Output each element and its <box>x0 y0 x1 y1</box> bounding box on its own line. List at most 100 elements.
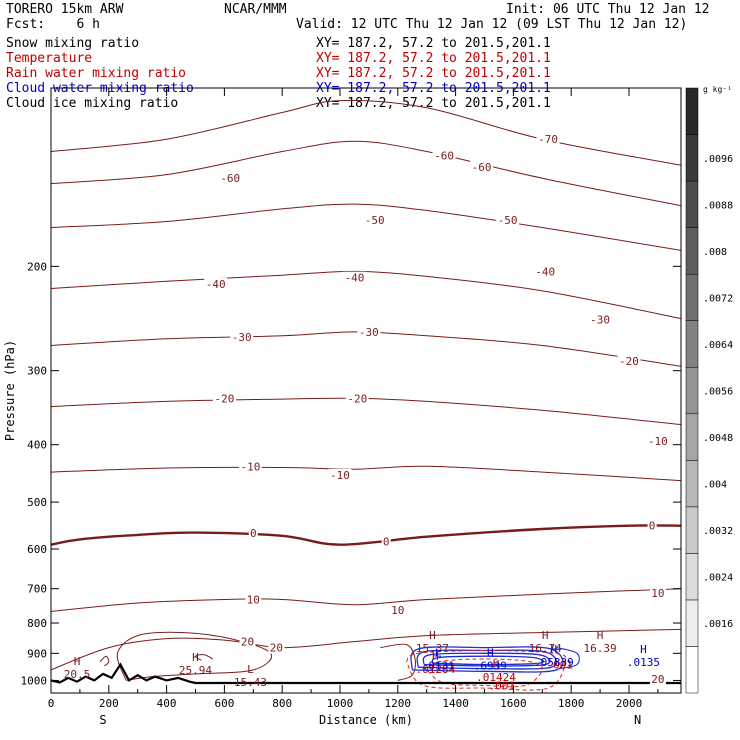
org-label: NCAR/MMM <box>224 2 287 17</box>
cloud-water-contour <box>431 655 545 666</box>
contour-label-bg <box>389 603 406 616</box>
temperature-contour <box>50 203 682 251</box>
contour-label: 10 <box>651 587 664 600</box>
contour-label-bg <box>342 271 366 284</box>
contour-label-bg <box>212 392 236 405</box>
colorbar-segment <box>685 506 699 554</box>
colorbar-segment <box>685 553 699 601</box>
cloud-water-contour <box>416 649 558 670</box>
y-axis-title: Pressure (hPa) <box>3 340 17 441</box>
contour-label-bg <box>245 593 262 606</box>
contour-label-bg <box>588 313 612 326</box>
field-xy-rain: XY= 187.2, 57.2 to 201.5,201.1 <box>316 66 551 81</box>
contour-label: -30 <box>359 326 379 339</box>
contour-label-bg <box>647 519 657 532</box>
contour-label: -30 <box>590 314 610 327</box>
x-tick-label: 1800 <box>558 697 585 710</box>
contour-label: 20 <box>270 642 283 655</box>
extremum-marker: H <box>429 629 436 642</box>
extremum-value: .0135 <box>627 656 660 669</box>
colorbar-tick-label: .0056 <box>703 387 733 398</box>
contour-label-bg <box>649 673 666 686</box>
y-tick-label: 900 <box>27 647 47 660</box>
init-time: Init: 06 UTC Thu 12 Jan 12 <box>506 2 710 17</box>
x-tick-label: 1200 <box>385 697 412 710</box>
x-tick-label: 2000 <box>616 697 643 710</box>
field-name-snow: Snow mixing ratio <box>6 36 140 51</box>
contour-label: -20 <box>214 392 234 405</box>
x-tick-label: 800 <box>272 697 292 710</box>
contour-label-bg <box>248 527 258 540</box>
contour-label-bg <box>381 535 391 548</box>
contour-label-bg <box>496 213 520 226</box>
colorbar-tick-label: .004 <box>703 480 727 491</box>
extremum-marker: H <box>542 629 549 642</box>
extremum-value: 25.94 <box>179 664 212 677</box>
contour-label: 20 <box>651 673 664 686</box>
temperature-contour <box>50 524 682 546</box>
x-tick-label: 1600 <box>500 697 527 710</box>
x-tick-label: 600 <box>214 697 234 710</box>
rain-label: .001 <box>489 680 516 693</box>
contour-label: 0 <box>649 520 656 533</box>
temperature-contour <box>50 140 682 207</box>
y-tick-label: 700 <box>27 583 47 596</box>
contour-label-bg <box>268 641 285 654</box>
extremum-value: 16.74 <box>529 642 562 655</box>
contour-label: 10 <box>391 604 404 617</box>
field-name-rain: Rain water mixing ratio <box>6 66 187 81</box>
temperature-contour <box>380 643 416 681</box>
extremum-value: .6939 <box>474 659 507 672</box>
contour-label: -50 <box>498 214 518 227</box>
extremum-value: .01424 <box>476 671 516 684</box>
extremum-marker: H <box>74 655 81 668</box>
y-tick-label: 400 <box>27 439 47 452</box>
contour-label-bg <box>617 355 641 368</box>
model-title: TORERO 15km ARW <box>6 2 124 17</box>
temperature-contour <box>99 655 110 667</box>
contour-label: -50 <box>365 214 385 227</box>
y-tick-label: 300 <box>27 365 47 378</box>
temperature-contour <box>50 588 682 612</box>
x-end-label-right: N <box>634 713 641 727</box>
colorbar-segment <box>685 320 699 368</box>
colorbar-segment <box>685 180 699 228</box>
extremum-value: 20.5 <box>64 668 91 681</box>
cloud-water-contour <box>410 646 564 673</box>
extremum-marker: H <box>640 643 647 656</box>
rain-label: .001 <box>546 659 573 672</box>
contour-label: -10 <box>330 469 350 482</box>
colorbar-tick-label: .0024 <box>703 573 733 584</box>
contour-label-bg <box>357 325 381 338</box>
x-tick-label: 1000 <box>327 697 354 710</box>
temperature-contour <box>50 331 682 367</box>
y-tick-label: 800 <box>27 617 47 630</box>
colorbar-tick-label: .0032 <box>703 526 733 537</box>
contour-label: -30 <box>232 331 252 344</box>
contour-label: -10 <box>648 435 668 448</box>
contour-label: -60 <box>472 161 492 174</box>
colorbar-segment <box>685 599 699 647</box>
contour-label: -70 <box>538 133 558 146</box>
field-xy-snow: XY= 187.2, 57.2 to 201.5,201.1 <box>316 36 551 51</box>
rain-water-contour <box>406 649 567 691</box>
field-name-temperature: Temperature <box>6 51 93 66</box>
colorbar-tick-label: .008 <box>703 247 727 258</box>
x-tick-label: 400 <box>157 697 177 710</box>
colorbar-tick-label: .0088 <box>703 200 733 211</box>
colorbar-segment <box>685 134 699 182</box>
contour-label: -20 <box>619 355 639 368</box>
temperature-contour <box>194 654 214 661</box>
colorbar-tick-label: .0096 <box>703 154 733 165</box>
contour-label: 0 <box>250 527 257 540</box>
x-tick-label: 1400 <box>442 697 469 710</box>
contour-label: -40 <box>206 278 226 291</box>
x-tick-label: 0 <box>48 697 55 710</box>
contour-label-bg <box>204 277 228 290</box>
contour-label: 10 <box>247 593 260 606</box>
field-xy-cloud-ice: XY= 187.2, 57.2 to 201.5,201.1 <box>316 96 551 111</box>
y-tick-label: 200 <box>27 260 47 273</box>
extremum-value: 16.39 <box>584 642 617 655</box>
field-xy-temperature: XY= 187.2, 57.2 to 201.5,201.1 <box>316 51 551 66</box>
